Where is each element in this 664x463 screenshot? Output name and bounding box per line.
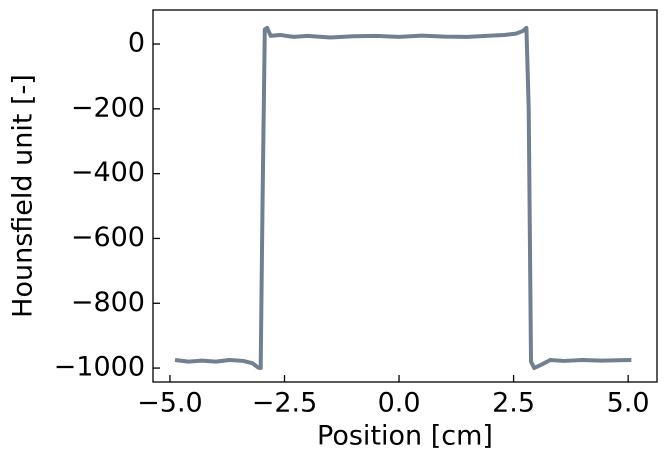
y-axis-label: Hounsfield unit [-] [8,74,39,318]
y-tick-label: −1000 [54,352,145,383]
x-tick-label: 2.5 [492,388,535,419]
x-axis-label: Position [cm] [317,421,493,452]
x-tick-label: 0.0 [378,388,421,419]
y-tick-label: −600 [71,222,145,253]
x-tick-label: 5.0 [607,388,650,419]
x-tick-label: −5.0 [137,388,203,419]
y-tick-label: 0 [128,28,145,59]
x-tick-label: −2.5 [252,388,318,419]
y-tick-label: −200 [71,92,145,123]
data-line [174,25,632,371]
y-tick-label: −800 [71,287,145,318]
plot-frame [152,9,658,383]
y-tick-label: −400 [71,157,145,188]
